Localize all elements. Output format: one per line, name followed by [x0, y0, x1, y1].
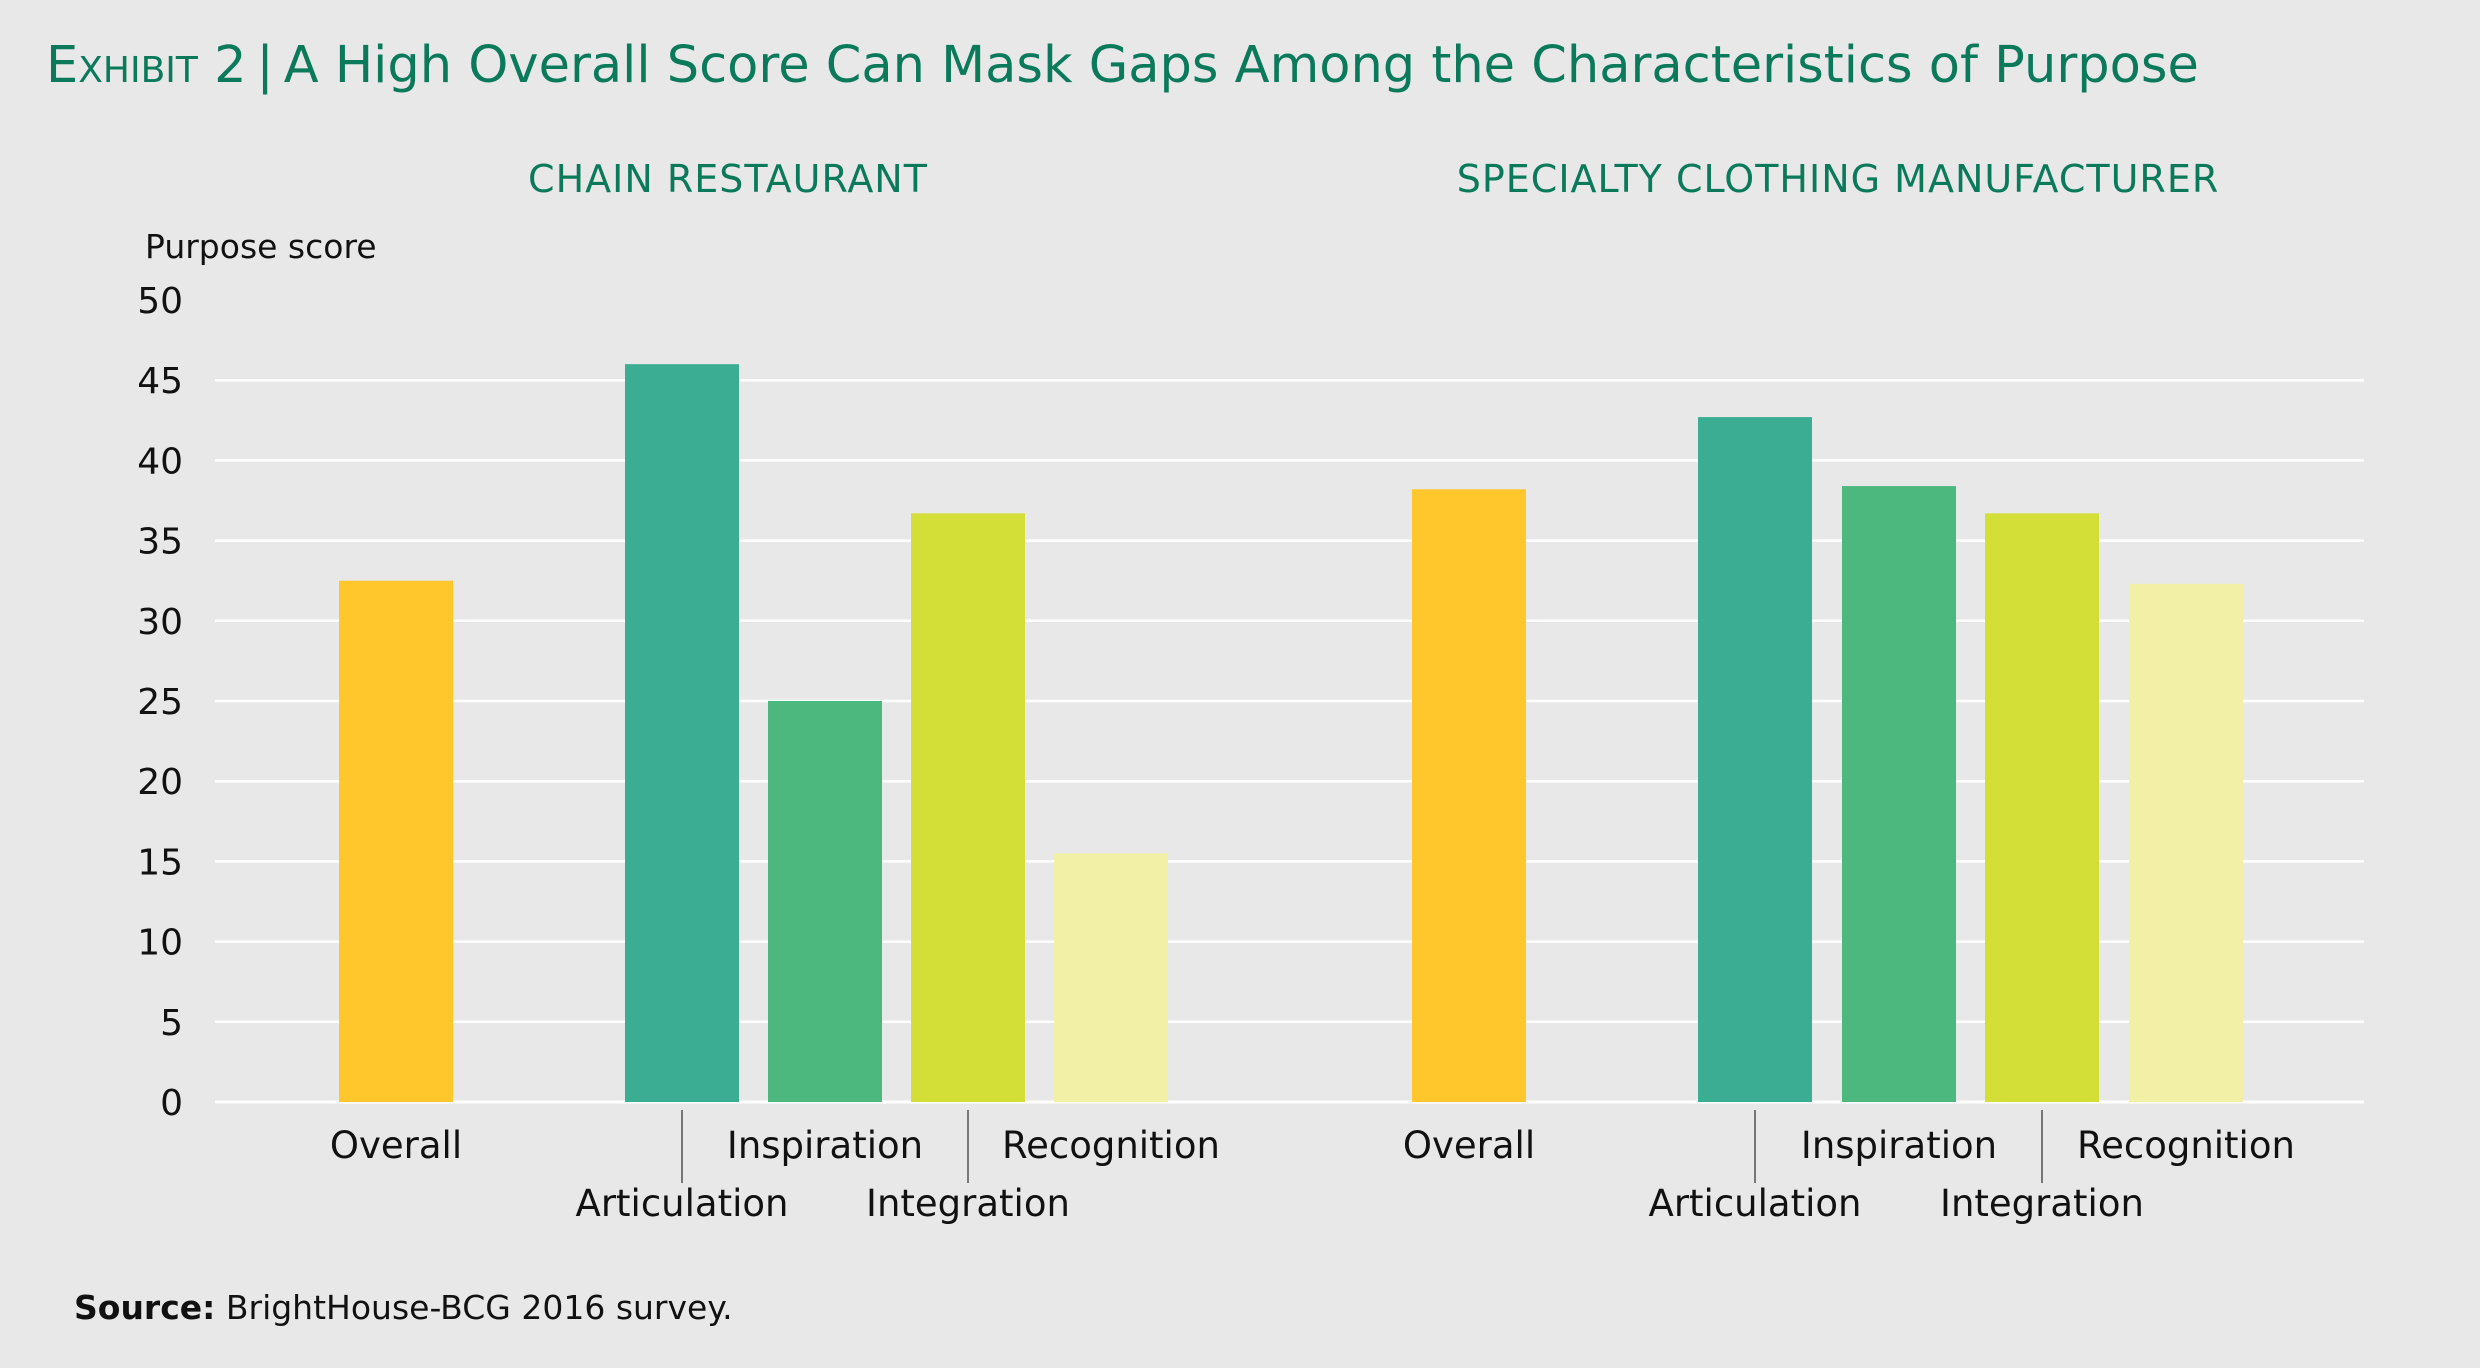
source-note: Source: BrightHouse-BCG 2016 survey. [74, 1288, 733, 1327]
exhibit-number: Exhibit 2 [46, 36, 247, 95]
chain-restaurant-bar-inspiration [768, 701, 882, 1102]
chain-restaurant-bar-overall [339, 580, 453, 1102]
specialty-clothing-x-label-inspiration: Inspiration [1801, 1124, 1997, 1167]
y-tick-label-50: 50 [137, 281, 183, 322]
chain-restaurant-x-label-integration: Integration [866, 1182, 1070, 1225]
y-tick-label-10: 10 [137, 923, 183, 964]
source-label: Source: [74, 1288, 216, 1327]
chain-restaurant-x-label-overall: Overall [330, 1124, 462, 1167]
specialty-clothing-bar-overall [1412, 489, 1526, 1103]
specialty-clothing-x-label-articulation: Articulation [1649, 1182, 1862, 1225]
chain-restaurant-panel-title: CHAIN RESTAURANT [528, 157, 928, 201]
specialty-clothing-x-label-recognition: Recognition [2077, 1124, 2295, 1167]
chain-restaurant-bar-recognition [1054, 853, 1168, 1102]
exhibit-title-text: A High Overall Score Can Mask Gaps Among… [283, 36, 2199, 95]
y-axis-label: Purpose score [145, 227, 377, 266]
y-tick-label-0: 0 [160, 1083, 183, 1124]
specialty-clothing-x-label-overall: Overall [1403, 1124, 1535, 1167]
specialty-clothing-bar-inspiration [1842, 486, 1956, 1103]
y-tick-label-30: 30 [137, 602, 183, 643]
title-separator: | [256, 36, 274, 95]
y-tick-label-20: 20 [137, 762, 183, 803]
specialty-clothing-x-label-integration: Integration [1940, 1182, 2144, 1225]
y-tick-label-40: 40 [137, 441, 183, 482]
y-tick-label-15: 15 [137, 842, 183, 883]
specialty-clothing-bar-articulation [1698, 417, 1812, 1102]
specialty-clothing-panel-title: SPECIALTY CLOTHING MANUFACTURER [1457, 157, 2220, 201]
y-tick-label-5: 5 [160, 1003, 183, 1044]
source-text: BrightHouse-BCG 2016 survey. [225, 1288, 733, 1327]
chain-restaurant-x-label-inspiration: Inspiration [727, 1124, 923, 1167]
chain-restaurant-bar-integration [911, 513, 1025, 1102]
chain-restaurant-x-label-articulation: Articulation [576, 1182, 789, 1225]
chain-restaurant-x-label-recognition: Recognition [1002, 1124, 1220, 1167]
y-tick-label-45: 45 [137, 361, 183, 402]
y-tick-label-25: 25 [137, 682, 183, 723]
specialty-clothing-bar-integration [1985, 513, 2099, 1102]
chain-restaurant-bar-articulation [625, 364, 739, 1102]
specialty-clothing-bar-recognition [2129, 583, 2243, 1102]
y-tick-label-35: 35 [137, 522, 183, 563]
exhibit-title: Exhibit 2 | A High Overall Score Can Mask … [46, 30, 2199, 102]
